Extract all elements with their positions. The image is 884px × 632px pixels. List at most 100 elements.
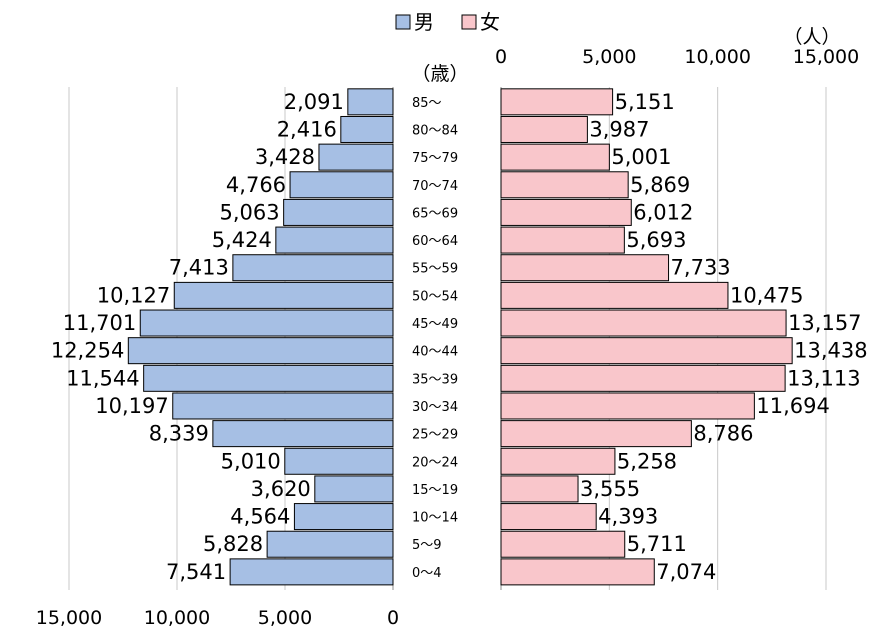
- legend-swatch-1: [461, 14, 477, 30]
- female-data-label-6: 7,733: [671, 256, 731, 280]
- female-bar-7: [500, 281, 729, 309]
- male-bar-7: [173, 281, 394, 309]
- male-data-label-3: 4,766: [226, 173, 286, 197]
- legend-swatch-0: [395, 14, 411, 30]
- male-tick-label-1: 10,000: [144, 607, 210, 629]
- male-bar-12: [212, 420, 394, 448]
- legend-label-1: 女: [480, 10, 500, 34]
- age-label-17: 0～4: [412, 566, 442, 581]
- age-label-10: 35～39: [412, 372, 458, 387]
- male-data-label-10: 11,544: [66, 366, 139, 390]
- male-data-label-5: 5,424: [212, 228, 272, 252]
- age-label-14: 15～19: [412, 483, 458, 498]
- female-tick-label-1: 5,000: [582, 46, 636, 68]
- male-bar-1: [340, 115, 394, 143]
- male-data-label-16: 5,828: [203, 532, 263, 556]
- female-data-label-11: 11,694: [756, 394, 829, 418]
- female-bar-4: [500, 198, 632, 226]
- male-bar-11: [172, 392, 394, 420]
- female-data-label-14: 3,555: [580, 477, 640, 501]
- female-data-label-16: 5,711: [627, 532, 687, 556]
- male-bar-6: [232, 254, 394, 282]
- female-data-label-7: 10,475: [730, 283, 803, 307]
- male-data-label-11: 10,197: [95, 394, 168, 418]
- female-data-label-15: 4,393: [598, 505, 658, 529]
- age-label-16: 5～9: [412, 538, 442, 553]
- female-data-label-1: 3,987: [589, 117, 649, 141]
- male-bar-17: [229, 558, 394, 586]
- male-bar-2: [318, 143, 394, 171]
- female-bar-0: [500, 88, 614, 116]
- age-label-6: 55～59: [412, 262, 458, 277]
- legend: 男女: [395, 10, 500, 34]
- female-bar-16: [500, 530, 626, 558]
- age-label-3: 70～74: [412, 179, 458, 194]
- age-label-5: 60～64: [412, 234, 458, 249]
- male-data-labels: 2,091 2,416 3,428 4,766 5,063 5,424 7,413 10,12…: [51, 90, 344, 584]
- male-bar-14: [314, 475, 394, 503]
- female-bar-2: [500, 143, 610, 171]
- female-data-label-2: 5,001: [611, 145, 671, 169]
- age-label-15: 10～14: [412, 511, 458, 526]
- male-data-label-7: 10,127: [97, 283, 170, 307]
- female-bar-12: [500, 420, 692, 448]
- legend-label-0: 男: [414, 10, 434, 34]
- male-bar-0: [347, 88, 394, 116]
- age-label-12: 25～29: [412, 428, 458, 443]
- male-data-label-12: 8,339: [149, 422, 209, 446]
- male-data-label-1: 2,416: [277, 117, 337, 141]
- male-data-label-15: 4,564: [230, 505, 290, 529]
- male-axis-ticks: 15,000 10,000 5,000 0: [36, 607, 399, 629]
- female-bar-15: [500, 503, 597, 531]
- male-bar-9: [127, 337, 394, 365]
- female-data-label-17: 7,074: [656, 560, 716, 584]
- age-label-7: 50～54: [412, 289, 458, 304]
- female-bar-1: [500, 115, 588, 143]
- female-tick-label-2: 10,000: [684, 46, 750, 68]
- male-data-label-17: 7,541: [166, 560, 226, 584]
- female-bars: [500, 88, 793, 586]
- male-data-label-14: 3,620: [251, 477, 311, 501]
- male-data-label-2: 3,428: [255, 145, 315, 169]
- age-label-9: 40～44: [412, 345, 458, 360]
- age-label-13: 20～24: [412, 455, 458, 470]
- female-bar-10: [500, 364, 786, 392]
- female-data-label-5: 5,693: [626, 228, 686, 252]
- female-data-label-4: 6,012: [633, 200, 693, 224]
- age-label-2: 75～79: [412, 151, 458, 166]
- male-bars: [127, 88, 394, 586]
- female-bar-14: [500, 475, 579, 503]
- male-data-label-0: 2,091: [284, 90, 344, 114]
- age-label-0: 85～: [412, 96, 442, 111]
- male-data-label-4: 5,063: [220, 200, 280, 224]
- female-bar-17: [500, 558, 655, 586]
- female-data-label-10: 13,113: [787, 366, 860, 390]
- female-tick-label-0: 0: [495, 46, 507, 68]
- female-data-label-13: 5,258: [617, 449, 677, 473]
- female-data-labels: 5,151 3,987 5,001 5,869 6,012 5,693 7,733 10,47…: [580, 90, 868, 584]
- male-bar-15: [293, 503, 394, 531]
- age-label-8: 45～49: [412, 317, 458, 332]
- male-data-label-13: 5,010: [221, 449, 281, 473]
- male-bar-5: [275, 226, 394, 254]
- female-bar-6: [500, 254, 670, 282]
- male-bar-3: [289, 171, 394, 199]
- male-tick-label-2: 5,000: [258, 607, 312, 629]
- age-label-4: 65～69: [412, 206, 458, 221]
- male-bar-8: [139, 309, 394, 337]
- female-data-label-8: 13,157: [788, 311, 861, 335]
- male-bar-13: [284, 447, 394, 475]
- female-axis-ticks: 0 5,000 10,000 15,000: [495, 46, 859, 68]
- category-axis-label: （歳）: [411, 63, 468, 85]
- female-data-label-9: 13,438: [794, 339, 867, 363]
- unit-label: （人）: [783, 26, 840, 48]
- female-bar-11: [500, 392, 755, 420]
- male-data-label-9: 12,254: [51, 339, 124, 363]
- female-tick-label-3: 15,000: [793, 46, 859, 68]
- male-data-label-8: 11,701: [63, 311, 136, 335]
- male-tick-label-0: 15,000: [36, 607, 102, 629]
- female-bar-13: [500, 447, 616, 475]
- age-label-11: 30～34: [412, 400, 458, 415]
- male-bar-16: [266, 530, 394, 558]
